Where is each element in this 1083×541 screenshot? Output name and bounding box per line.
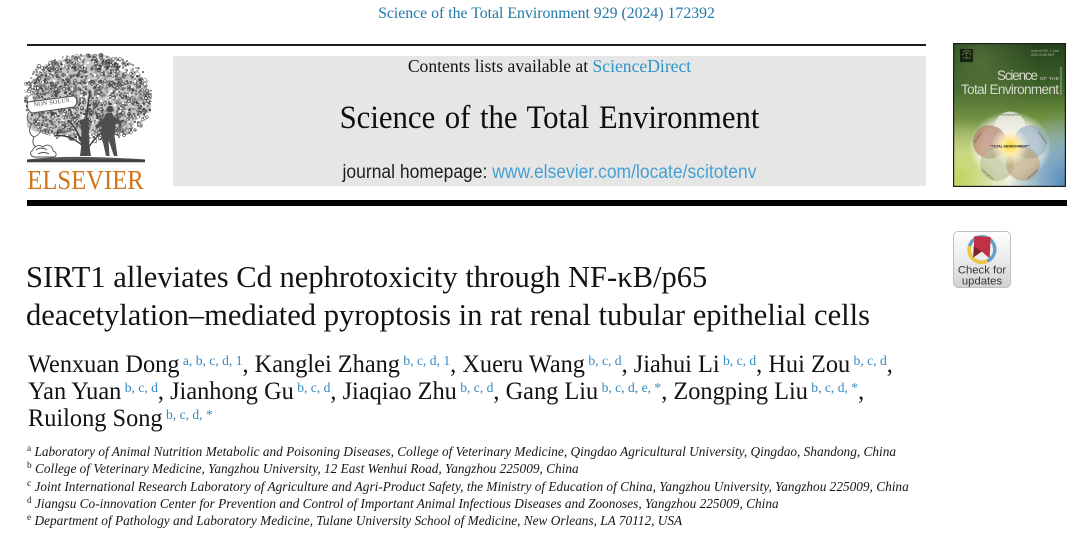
svg-text:updates: updates xyxy=(962,276,1003,288)
svg-text:Volume 929, 1 June: Volume 929, 1 June xyxy=(1031,49,1059,53)
svg-text:Science: Science xyxy=(997,68,1038,83)
svg-text:OF THE: OF THE xyxy=(1040,76,1059,81)
svg-text:Biosphere: Biosphere xyxy=(973,131,984,144)
svg-text:Total Environment: Total Environment xyxy=(961,82,1059,97)
svg-text:“TOTAL ENVIRONMENT”: “TOTAL ENVIRONMENT” xyxy=(990,144,1030,148)
svg-text:Check for: Check for xyxy=(958,265,1007,277)
svg-text:Atmosphere: Atmosphere xyxy=(1037,130,1049,145)
svg-text:Anthroposphere: Anthroposphere xyxy=(1000,113,1020,117)
svg-text:ISSN 0048-9697: ISSN 0048-9697 xyxy=(1031,53,1055,57)
svg-text:NON SOLUS: NON SOLUS xyxy=(33,98,70,109)
